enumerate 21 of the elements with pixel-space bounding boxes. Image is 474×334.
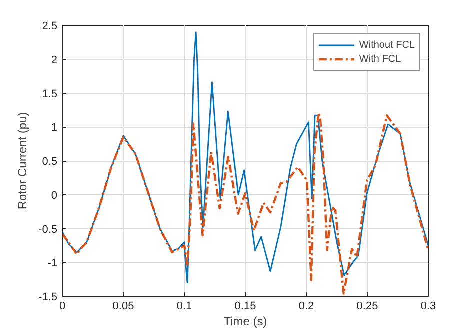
legend-label: Without FCL	[359, 38, 415, 52]
x-axis-title: Time (s)	[224, 314, 268, 328]
y-tick-label: -1	[48, 258, 58, 270]
x-tick-label: 0	[59, 300, 66, 312]
y-tick-label: 0	[51, 190, 58, 202]
y-tick-label: -1.5	[38, 292, 58, 304]
legend-label: With FCL	[359, 52, 402, 66]
y-tick-label: 2	[51, 54, 58, 66]
x-tick-label: 0.1	[176, 300, 192, 312]
x-tick-label: 0.2	[298, 300, 314, 312]
y-axis-title: Rotor Current (pu)	[16, 112, 30, 210]
x-tick-label: 0.3	[420, 300, 436, 312]
y-tick-label: 1.5	[42, 88, 58, 100]
y-tick-label: 2.5	[42, 20, 58, 32]
line-series	[62, 32, 428, 284]
x-tick-label: 0.05	[112, 300, 134, 312]
y-tick-label: 0.5	[42, 156, 58, 168]
y-tick-label: 1	[51, 122, 58, 134]
x-tick-label: 0.15	[234, 300, 256, 312]
x-tick-label: 0.25	[356, 300, 378, 312]
y-tick-label: -0.5	[38, 224, 58, 236]
